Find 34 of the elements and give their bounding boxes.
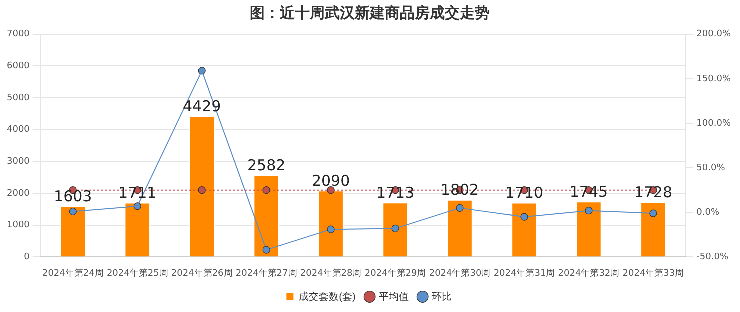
y-tick-label: 6000 [7,62,30,72]
y2-tick-label: 200.0% [696,30,732,40]
data-label: 2090 [312,172,350,190]
data-label: 1603 [54,188,92,206]
y-tick-label: 5000 [7,93,30,104]
x-tick-label: 2024年第30周 [429,268,491,279]
legend-label: 环比 [432,290,452,303]
x-tick-label: 2024年第28周 [300,268,362,279]
y-tick-label: 1000 [7,220,30,231]
x-tick-label: 2024年第31周 [494,268,556,279]
data-label: 1713 [376,184,415,202]
y-tick-label: 7000 [7,30,30,40]
y2-tick-label: -50.0% [696,252,729,263]
y2-tick-label: 0.0% [696,208,720,218]
x-tick-label: 2024年第29周 [364,268,426,279]
y2-tick-label: 150.0% [696,74,732,84]
y2-tick-label: 100.0% [696,118,732,129]
data-label: 1710 [505,184,544,202]
x-tick-label: 2024年第26周 [171,268,233,279]
chart-title: 图：近十周武汉新建商品房成交走势 [249,3,491,24]
x-tick-label: 2024年第33周 [622,268,684,279]
x-tick-label: 2024年第25周 [106,268,168,279]
y-tick-label: 2000 [7,188,30,199]
x-tick-label: 2024年第32周 [558,268,620,279]
y2-tick-label: 50.0% [696,163,726,174]
x-tick-label: 2024年第24周 [42,268,104,279]
legend-label: 成交套数(套) [299,290,356,303]
data-label: 2582 [247,156,286,174]
data-label: 1728 [634,184,673,202]
y-tick-label: 4000 [7,125,30,136]
legend-label: 平均值 [378,290,409,303]
y-tick-label: 0 [24,252,30,263]
x-tick-label: 2024年第27周 [236,268,298,279]
y-tick-label: 3000 [7,157,30,168]
